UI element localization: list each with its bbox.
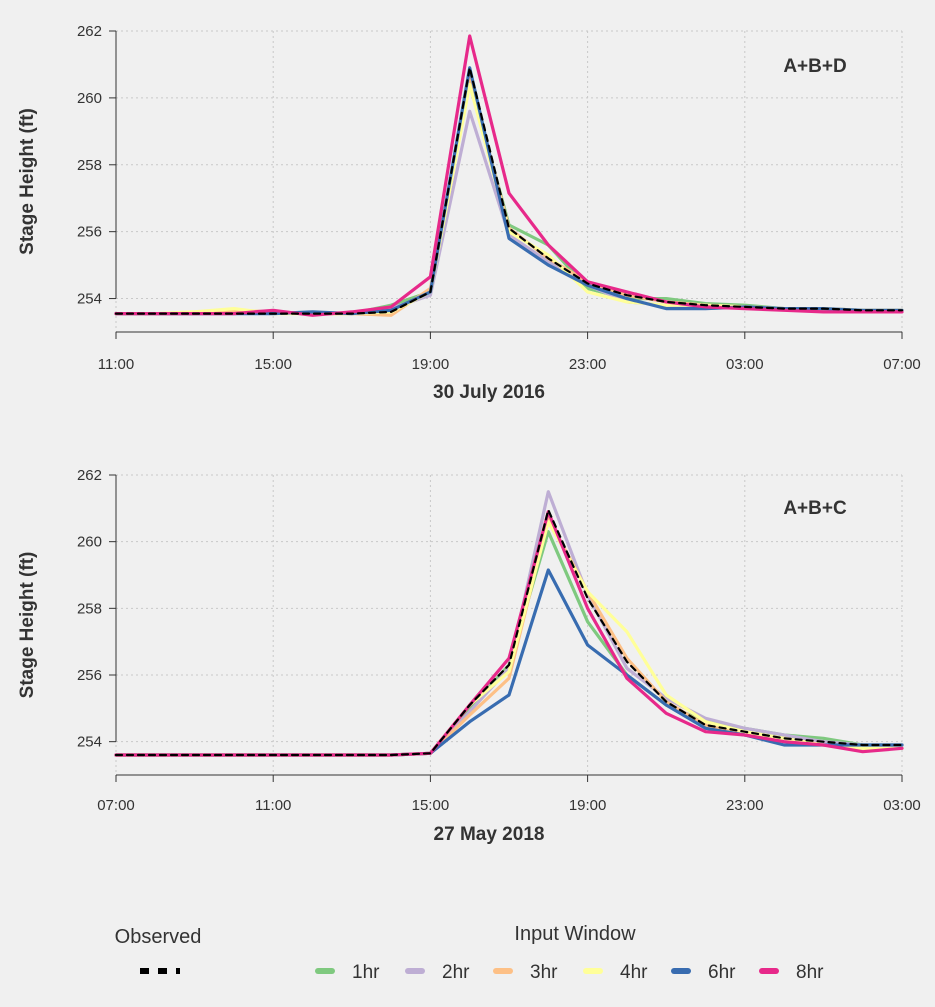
y-axis-title: Stage Height (ft) xyxy=(17,552,38,699)
legend-label-6hr: 6hr xyxy=(708,962,736,983)
series-line-4hr xyxy=(114,82,904,316)
legend-label-4hr: 4hr xyxy=(620,962,648,983)
series-line-1hr xyxy=(114,79,904,316)
x-tick-label: 11:00 xyxy=(98,356,134,373)
x-tick-label: 23:00 xyxy=(569,356,607,373)
x-tick-label: 11:00 xyxy=(255,797,291,814)
chart-panel-a-b-d: 254 256 258 260 262 11:00 15:00 19:00 23:00 03:00… xyxy=(17,23,921,403)
x-tick-label: 07:00 xyxy=(883,356,921,373)
legend-label-2hr: 2hr xyxy=(442,962,470,983)
series-line-2hr xyxy=(114,109,904,316)
x-tick-label: 19:00 xyxy=(569,797,607,814)
y-tick-label: 254 xyxy=(77,291,102,308)
panel-label: A+B+C xyxy=(783,498,847,519)
legend-input-window-title: Input Window xyxy=(514,923,636,945)
x-tick-label: 23:00 xyxy=(726,797,764,814)
y-tick-label: 258 xyxy=(77,157,102,174)
series-line-observed xyxy=(114,508,904,757)
series-line-4hr xyxy=(114,520,904,757)
series-line-3hr xyxy=(114,76,904,317)
panel-label: A+B+D xyxy=(783,56,846,77)
legend-label-1hr: 1hr xyxy=(352,962,380,983)
series-line-3hr xyxy=(114,516,904,757)
series-line-1hr xyxy=(114,530,904,757)
legend: Observed Input Window 1hr 2hr 3hr 4hr 6h… xyxy=(115,923,824,983)
y-tick-label: 258 xyxy=(77,600,102,617)
x-axis-title: 30 July 2016 xyxy=(433,382,545,403)
y-tick-label: 262 xyxy=(77,23,102,40)
x-tick-label: 15:00 xyxy=(412,797,450,814)
y-tick-label: 254 xyxy=(77,734,102,751)
y-axis-title: Stage Height (ft) xyxy=(17,108,38,255)
x-tick-label: 03:00 xyxy=(726,356,764,373)
series-line-2hr xyxy=(114,490,904,757)
series-line-8hr xyxy=(114,34,904,317)
y-tick-label: 256 xyxy=(77,224,102,241)
x-tick-label: 03:00 xyxy=(883,797,921,814)
x-tick-label: 19:00 xyxy=(412,356,450,373)
x-axis-title: 27 May 2018 xyxy=(434,824,545,845)
series-line-8hr xyxy=(114,510,904,757)
y-tick-label: 260 xyxy=(77,534,102,551)
series-line-observed xyxy=(114,66,904,315)
y-tick-label: 262 xyxy=(77,467,102,484)
legend-label-3hr: 3hr xyxy=(530,962,558,983)
x-tick-label: 15:00 xyxy=(254,356,292,373)
legend-observed-title: Observed xyxy=(115,926,202,948)
y-tick-label: 256 xyxy=(77,667,102,684)
legend-label-8hr: 8hr xyxy=(796,962,824,983)
y-tick-label: 260 xyxy=(77,90,102,107)
chart-panel-a-b-c: 254 256 258 260 262 07:00 11:00 15:00 19:00 23:00… xyxy=(17,467,921,845)
x-tick-label: 07:00 xyxy=(97,797,135,814)
